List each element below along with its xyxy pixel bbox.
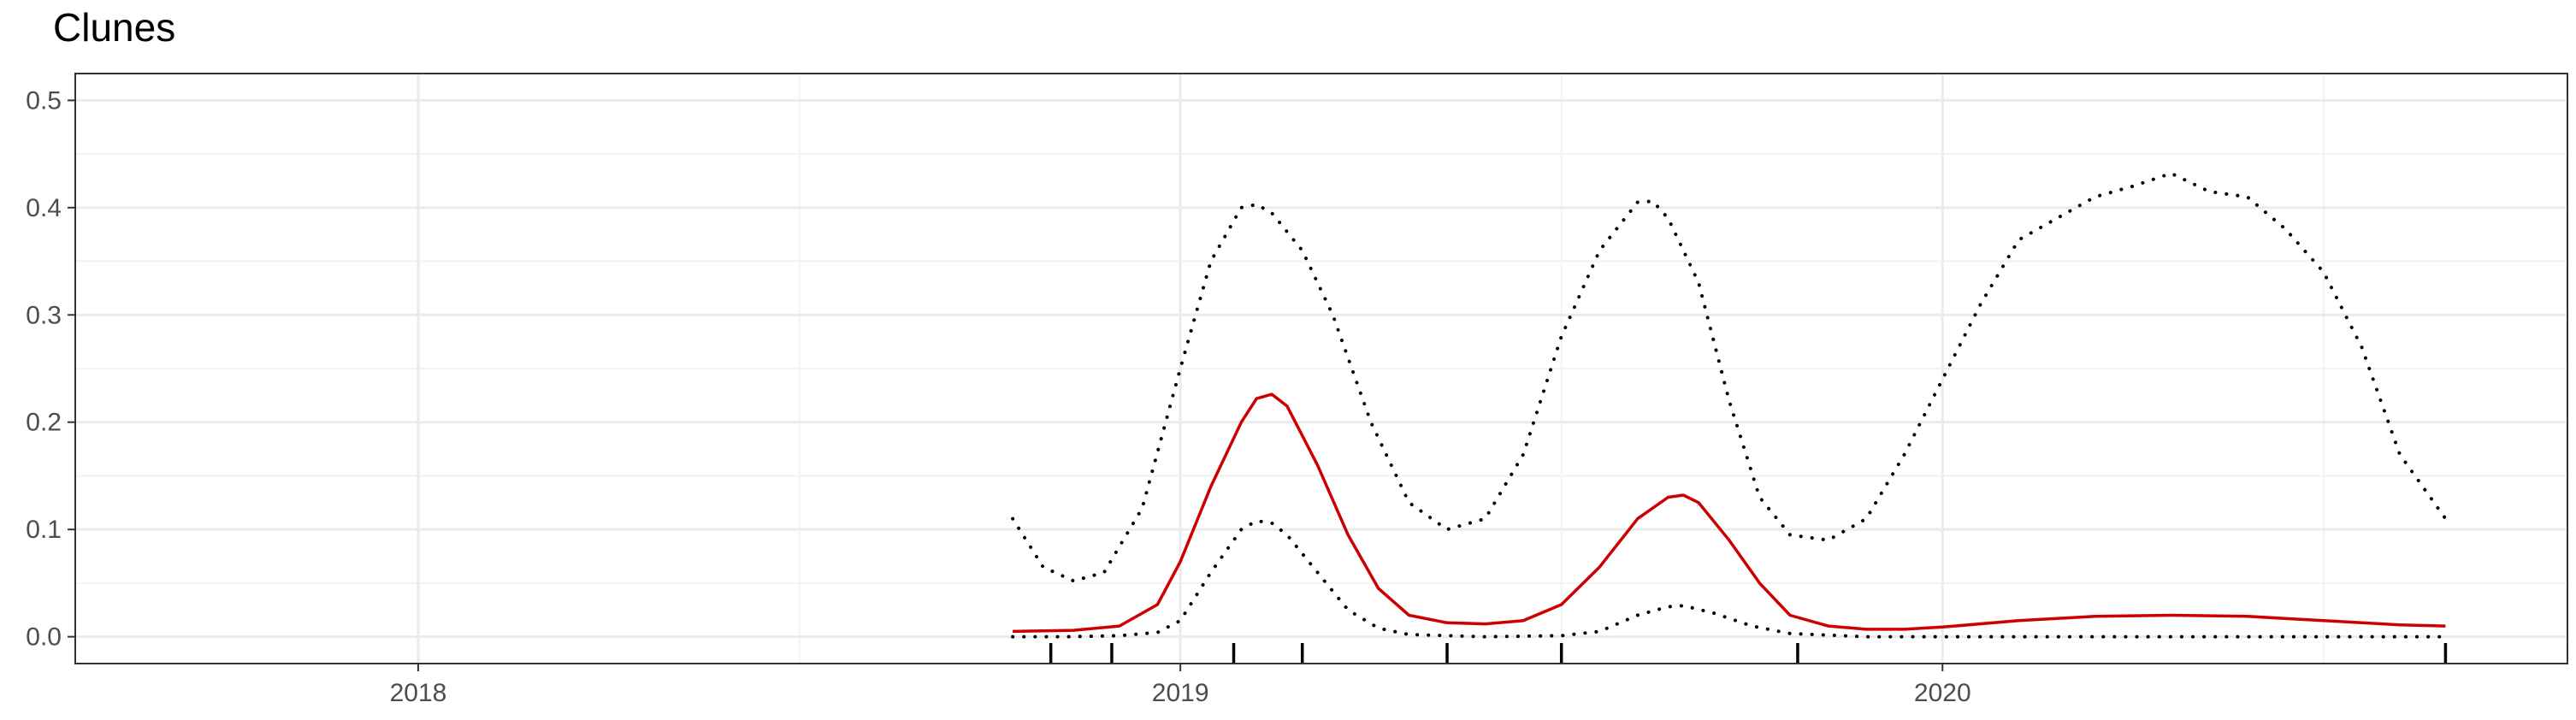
- x-tick-label: 2020: [1914, 679, 1971, 707]
- x-tick-label: 2018: [390, 679, 447, 707]
- series-lines: [1011, 171, 2448, 639]
- x-axis: 2018 2019 2020: [390, 664, 1971, 707]
- chart-title: Clunes: [53, 5, 175, 50]
- rug-marks: [1049, 643, 2448, 664]
- y-tick-label: 0.4: [26, 194, 62, 222]
- y-axis: 0.0 0.1 0.2 0.3 0.4 0.5: [26, 86, 75, 652]
- y-tick-label: 0.5: [26, 86, 62, 115]
- y-tick-label: 0.0: [26, 623, 62, 652]
- y-tick-label: 0.3: [26, 301, 62, 329]
- y-tick-label: 0.2: [26, 409, 62, 437]
- plot-panel-border: [74, 73, 2568, 664]
- grid-minor: [75, 74, 2567, 664]
- y-tick-label: 0.1: [26, 516, 62, 544]
- series-line-estimate: [1013, 392, 2446, 634]
- x-tick-label: 2019: [1152, 679, 1209, 707]
- series-line-upper-bound: [1011, 171, 2448, 583]
- grid-major: [75, 74, 2567, 664]
